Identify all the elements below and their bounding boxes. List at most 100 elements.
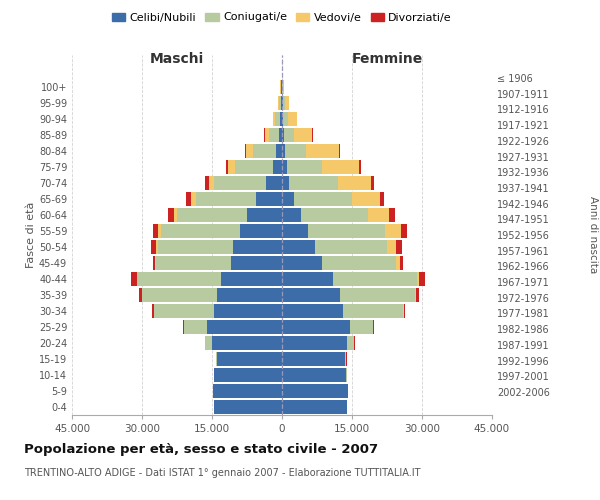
Bar (279, 96, 281, 110)
Bar (282, 320, 350, 334)
Bar (264, 128, 265, 142)
Bar (285, 96, 289, 110)
Bar (282, 208, 301, 222)
Bar (152, 304, 154, 318)
Bar (282, 352, 345, 366)
Bar (285, 144, 306, 158)
Bar (322, 160, 359, 174)
Bar (265, 128, 269, 142)
Bar (273, 112, 275, 126)
Bar (419, 272, 425, 286)
Bar (266, 176, 282, 190)
Bar (151, 240, 157, 254)
Text: Popolazione per età, sesso e stato civile - 2007: Popolazione per età, sesso e stato civil… (24, 442, 378, 456)
Bar (282, 240, 314, 254)
Y-axis label: Anni di nascita: Anni di nascita (589, 196, 598, 274)
Bar (142, 288, 217, 302)
Bar (226, 160, 229, 174)
Bar (191, 192, 196, 206)
Bar (380, 192, 384, 206)
Bar (157, 240, 158, 254)
Bar (269, 128, 279, 142)
Bar (216, 352, 217, 366)
Bar (247, 208, 282, 222)
Bar (282, 368, 346, 382)
Bar (282, 192, 293, 206)
Bar (277, 144, 282, 158)
Bar (246, 144, 253, 158)
Bar (184, 320, 208, 334)
Bar (397, 240, 402, 254)
Bar (289, 176, 338, 190)
Bar (139, 288, 142, 302)
Bar (345, 352, 346, 366)
Bar (283, 80, 284, 94)
Bar (158, 224, 161, 238)
Bar (233, 240, 282, 254)
Bar (214, 368, 282, 382)
Bar (158, 240, 233, 254)
Bar (256, 192, 282, 206)
Bar (415, 288, 416, 302)
Bar (161, 224, 240, 238)
Bar (338, 176, 371, 190)
Legend: Celibi/Nubili, Coniugati/e, Vedovi/e, Divorziati/e: Celibi/Nubili, Coniugati/e, Vedovi/e, Di… (107, 8, 457, 27)
Bar (282, 400, 347, 414)
Bar (212, 336, 282, 350)
Bar (283, 96, 285, 110)
Bar (174, 208, 177, 222)
Bar (308, 224, 385, 238)
Bar (272, 160, 282, 174)
Bar (352, 192, 380, 206)
Bar (397, 256, 400, 270)
Bar (168, 208, 174, 222)
Bar (281, 96, 282, 110)
Bar (401, 224, 407, 238)
Bar (282, 336, 347, 350)
Bar (240, 224, 282, 238)
Bar (177, 208, 247, 222)
Bar (282, 272, 334, 286)
Bar (155, 256, 156, 270)
Bar (283, 112, 287, 126)
Bar (214, 304, 282, 318)
Bar (213, 384, 282, 398)
Bar (205, 336, 212, 350)
Bar (282, 384, 348, 398)
Bar (208, 320, 282, 334)
Bar (359, 160, 361, 174)
Bar (281, 80, 282, 94)
Bar (154, 304, 214, 318)
Bar (196, 192, 256, 206)
Bar (221, 272, 282, 286)
Bar (340, 288, 415, 302)
Bar (278, 96, 279, 110)
Bar (282, 144, 285, 158)
Bar (153, 224, 158, 238)
Bar (153, 256, 155, 270)
Bar (205, 176, 209, 190)
Bar (284, 128, 293, 142)
Bar (137, 272, 221, 286)
Bar (418, 272, 419, 286)
Bar (214, 176, 266, 190)
Bar (347, 336, 355, 350)
Bar (339, 144, 340, 158)
Bar (334, 272, 418, 286)
Bar (156, 256, 230, 270)
Text: Femmine: Femmine (352, 52, 422, 66)
Bar (400, 256, 403, 270)
Bar (387, 240, 397, 254)
Bar (287, 160, 322, 174)
Bar (368, 208, 389, 222)
Bar (282, 304, 343, 318)
Bar (306, 144, 339, 158)
Bar (275, 112, 280, 126)
Bar (282, 176, 289, 190)
Bar (245, 144, 246, 158)
Bar (282, 224, 308, 238)
Bar (282, 288, 340, 302)
Bar (404, 304, 406, 318)
Bar (282, 160, 287, 174)
Bar (217, 352, 282, 366)
